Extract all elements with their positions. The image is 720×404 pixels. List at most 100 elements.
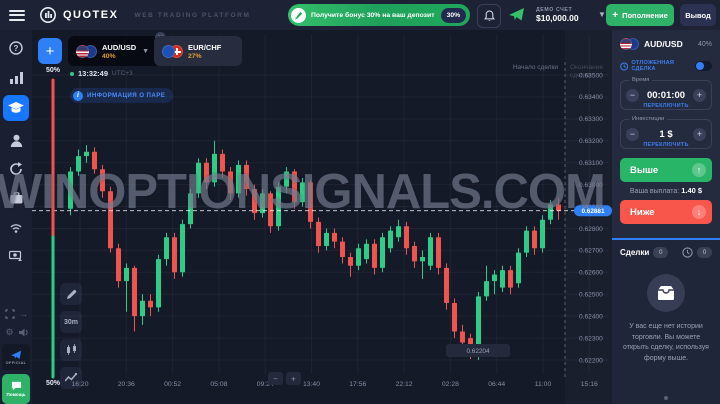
trades-tab[interactable]: Сделки: [620, 248, 650, 257]
time-axis-label: 16:20: [71, 381, 88, 388]
candle-body: [372, 243, 377, 268]
account-chevron-icon[interactable]: ▼: [598, 10, 606, 19]
price-axis-label: 0.62400: [579, 313, 603, 320]
pending-trade-row[interactable]: ОТЛОЖЕННАЯ СДЕЛКА: [620, 60, 712, 72]
history-clock-icon: [682, 247, 693, 258]
audusd-flags-icon: [76, 44, 97, 58]
candle-body: [244, 164, 249, 189]
withdraw-button[interactable]: Вывод: [680, 4, 716, 26]
refresh-icon: [10, 162, 22, 175]
timeframe-button[interactable]: 30m: [60, 311, 82, 333]
higher-label: Выше: [630, 164, 659, 176]
investment-minus-button[interactable]: −: [626, 127, 639, 141]
fullscreen-icon[interactable]: [3, 308, 16, 320]
panel-payout-pct: 40%: [697, 40, 712, 48]
notifications-button[interactable]: [477, 4, 501, 28]
candle-body: [524, 230, 529, 253]
call-higher-button[interactable]: Выше ↑: [620, 158, 712, 182]
candle-body: [540, 219, 545, 249]
deposit-button[interactable]: + Пополнение: [606, 4, 674, 26]
question-circle-icon: ?: [9, 41, 23, 55]
candle-body: [68, 171, 73, 209]
investment-plus-button[interactable]: +: [693, 127, 706, 141]
investment-value[interactable]: 1 $: [659, 128, 673, 140]
candle-body: [180, 224, 185, 273]
top-bar: QUOTEX WEB TRADING PLATFORM Получите бон…: [0, 0, 720, 30]
time-axis-label: 22:12: [396, 381, 413, 388]
asset-tabs: + AUD/USD 40% ▼ ✕ EUR/CHF 27%: [32, 30, 612, 68]
left-sidebar: ?: [0, 30, 32, 404]
zoom-in-button[interactable]: [286, 372, 301, 385]
price-axis-label: 0.62200: [579, 357, 603, 364]
sidebar-item-signals[interactable]: [3, 214, 29, 240]
candle-body: [284, 171, 289, 187]
clock-time: 13:32:49: [78, 69, 109, 78]
plus-icon: +: [612, 9, 619, 21]
indicators-button[interactable]: [60, 367, 82, 389]
deposit-label: Пополнение: [622, 10, 668, 20]
help-label: Помощь: [6, 392, 26, 397]
queued-trades-button[interactable]: 0: [682, 247, 712, 258]
candle-body: [556, 204, 561, 211]
price-axis-label: 0.63000: [579, 182, 603, 189]
candle-body: [228, 171, 233, 194]
asset-tab-audusd[interactable]: AUD/USD 40% ▼ ✕: [68, 32, 166, 66]
chevron-down-icon[interactable]: ▼: [142, 47, 150, 55]
account-selector[interactable]: ДЕМО СЧЕТ $10,000.00: [536, 3, 598, 27]
add-asset-button[interactable]: +: [38, 38, 62, 64]
time-axis-label: 20:36: [118, 381, 135, 388]
chart-type-button[interactable]: [60, 339, 82, 361]
panel-pair-header[interactable]: AUD/USD 40%: [620, 38, 712, 50]
menu-icon[interactable]: [9, 9, 25, 21]
time-field-label: Время: [629, 77, 653, 83]
sidebar-item-help[interactable]: ?: [3, 35, 29, 61]
collapse-arrow-icon[interactable]: →: [19, 309, 28, 319]
price-axis-label: 0.63100: [579, 160, 603, 167]
time-minus-button[interactable]: −: [626, 88, 639, 102]
server-clock: 13:32:49 UTC+3: [70, 69, 133, 78]
time-value[interactable]: 00:01:00: [646, 89, 686, 101]
sidebar-item-tournaments[interactable]: [3, 185, 29, 211]
price-axis-label: 0.63200: [579, 138, 603, 145]
drawing-tools-button[interactable]: [60, 283, 82, 305]
sidebar-item-education[interactable]: [3, 95, 29, 121]
pair-info-button[interactable]: i ИНФОРМАЦИЯ О ПАРЕ: [70, 88, 174, 103]
sidebar-item-cashback[interactable]: [3, 243, 29, 269]
current-price-badge: [574, 205, 612, 217]
help-button[interactable]: Помощь: [2, 374, 30, 404]
sidebar-item-profile[interactable]: [3, 127, 29, 153]
settings-gear-icon[interactable]: ⚙: [5, 326, 14, 337]
indicator-icon: [65, 373, 77, 382]
asset-tab-eurchf[interactable]: EUR/CHF 27%: [154, 36, 242, 66]
candle-body: [516, 252, 521, 284]
zoom-out-button[interactable]: [268, 372, 283, 385]
logo[interactable]: QUOTEX: [39, 6, 118, 24]
candle-body: [476, 296, 481, 356]
time-axis-label: 02:28: [442, 381, 459, 388]
candle-body: [364, 243, 369, 260]
put-lower-button[interactable]: Ниже ↓: [620, 200, 712, 224]
bonus-banner[interactable]: Получите бонус 30% на ваш депозит 30%: [288, 4, 471, 26]
investment-switch-link[interactable]: ПЕРЕКЛЮЧИТЬ: [639, 142, 693, 148]
sound-icon[interactable]: [17, 326, 30, 338]
trade-end-label: Окончание сделки: [570, 64, 612, 81]
pending-trade-toggle[interactable]: [695, 61, 712, 71]
candle-body: [220, 153, 225, 172]
candle-body: [292, 171, 297, 203]
sidebar-item-history[interactable]: [3, 156, 29, 182]
price-axis-label: 0.63400: [579, 94, 603, 101]
pair-info-label: ИНФОРМАЦИЯ О ПАРЕ: [87, 92, 166, 99]
pending-trade-label: ОТЛОЖЕННАЯ СДЕЛКА: [631, 60, 675, 72]
time-axis-label: 05:08: [210, 381, 227, 388]
payout-label: Ваша выплата:: [629, 188, 680, 195]
candlestick-chart[interactable]: 16:20 20:36 00:52 05:08 09:24 13:40 17:56 22:12…: [32, 30, 612, 404]
telegram-official-button[interactable]: OFFICIAL: [2, 344, 30, 370]
time-plus-button[interactable]: +: [693, 88, 706, 102]
telegram-button[interactable]: [509, 7, 525, 27]
sidebar-item-trades[interactable]: [3, 65, 29, 91]
candle-body: [204, 162, 209, 183]
time-switch-link[interactable]: ПЕРЕКЛЮЧИТЬ: [639, 103, 693, 109]
candle-body: [500, 270, 505, 288]
empty-state-icon: [647, 274, 685, 312]
price-axis-label: 0.62700: [579, 248, 603, 255]
